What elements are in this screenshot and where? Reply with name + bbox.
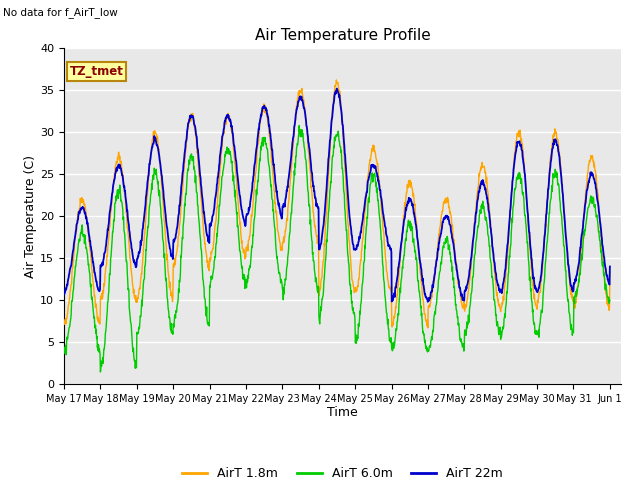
Title: Air Temperature Profile: Air Temperature Profile [255, 28, 430, 43]
Y-axis label: Air Temperature (C): Air Temperature (C) [24, 155, 37, 277]
Text: TZ_tmet: TZ_tmet [70, 65, 124, 78]
Legend: AirT 1.8m, AirT 6.0m, AirT 22m: AirT 1.8m, AirT 6.0m, AirT 22m [177, 462, 508, 480]
X-axis label: Time: Time [327, 407, 358, 420]
Text: No data for f_AirT_low: No data for f_AirT_low [3, 7, 118, 18]
